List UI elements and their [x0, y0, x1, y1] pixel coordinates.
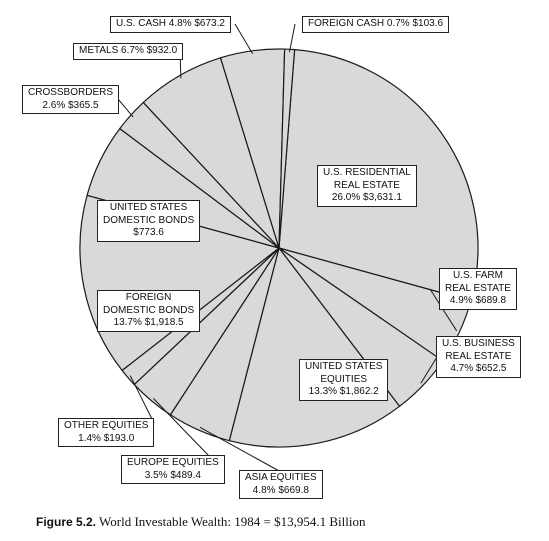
slice-label-other-equities: OTHER EQUITIES 1.4% $193.0 [58, 418, 155, 447]
leader-line-crossborders [117, 98, 134, 118]
slice-label-line: UNITED STATES [305, 361, 383, 372]
caption-text: World Investable Wealth: 1984 = $13,954.… [96, 514, 366, 529]
slice-label-line: U.S. FARM [452, 270, 503, 281]
slice-label-foreign-bonds: FOREIGN DOMESTIC BONDS 13.7% $1,918.5 [97, 290, 201, 332]
leader-line-us-business [420, 356, 438, 384]
slice-label-line: UNITED STATES [109, 202, 188, 213]
slice-label-line: 4.7% $652.5 [450, 363, 507, 374]
slice-label-us-farm: U.S. FARM REAL ESTATE 4.9% $689.8 [439, 268, 517, 310]
leader-line-foreign-cash [288, 23, 296, 53]
slice-label-line: ASIA EQUITIES [245, 472, 317, 483]
slice-label-europe-equities: EUROPE EQUITIES 3.5% $489.4 [121, 455, 225, 484]
slice-label-line: U.S. RESIDENTIAL [323, 167, 411, 178]
slice-label-line: 2.6% $365.5 [42, 99, 99, 111]
slice-label-us-equities: UNITED STATES EQUITIES 13.3% $1,862.2 [299, 359, 389, 401]
slice-label-line: $773.6 [133, 227, 164, 238]
slice-label-line: U.S. CASH 4.8% $673.2 [116, 18, 225, 29]
slice-label-foreign-cash: FOREIGN CASH 0.7% $103.6 [302, 16, 450, 33]
slice-label-us-res: U.S. RESIDENTIAL REAL ESTATE 26.0% $3,631.… [317, 165, 417, 207]
slice-label-line: 1.4% $193.0 [78, 432, 135, 444]
slice-label-us-business: U.S. BUSINESS REAL ESTATE 4.7% $652.5 [436, 336, 521, 378]
slice-label-asia-equities: ASIA EQUITIES 4.8% $669.8 [239, 470, 323, 499]
leader-line-us-cash [234, 23, 254, 55]
figure-caption: Figure 5.2. World Investable Wealth: 198… [36, 514, 365, 530]
slice-label-line: CROSSBORDERS [28, 87, 114, 98]
slice-label-line: 26.0% $3,631.1 [331, 192, 402, 203]
leader-line-europe-equities [152, 398, 211, 458]
slice-label-line: OTHER EQUITIES [64, 420, 149, 431]
slice-label-metals: METALS 6.7% $932.0 [73, 43, 184, 60]
slice-label-line: 13.3% $1,862.2 [308, 386, 379, 397]
slice-label-line: 13.7% $1,918.5 [113, 317, 184, 328]
slice-label-line: FOREIGN CASH 0.7% $103.6 [308, 18, 444, 29]
leader-line-us-farm [429, 288, 458, 332]
leader-line-asia-equities [199, 426, 282, 473]
slice-label-crossborders: CROSSBORDERS 2.6% $365.5 [22, 85, 120, 114]
slice-label-us-cash: U.S. CASH 4.8% $673.2 [110, 16, 231, 33]
slice-label-us-bonds: UNITED STATES DOMESTIC BONDS $773.6 [97, 200, 201, 242]
slice-label-line: FOREIGN [125, 292, 172, 303]
slice-label-line: 4.9% $689.8 [449, 295, 507, 306]
slice-label-line: 4.8% $669.8 [252, 484, 309, 496]
caption-label: Figure 5.2. [36, 515, 97, 529]
slice-label-line: METALS 6.7% $932.0 [79, 45, 178, 56]
slice-label-line: REAL ESTATE [445, 350, 512, 362]
slice-label-line: DOMESTIC BONDS [103, 304, 195, 316]
leader-line-other-equities [129, 375, 155, 424]
slice-label-line: DOMESTIC BONDS [103, 214, 195, 226]
slice-label-line: REAL ESTATE [445, 282, 511, 294]
slice-label-line: 3.5% $489.4 [144, 469, 201, 481]
slice-label-line: U.S. BUSINESS [442, 338, 515, 349]
slice-label-line: REAL ESTATE [333, 179, 400, 191]
slice-label-line: EUROPE EQUITIES [127, 457, 219, 468]
slice-label-line: EQUITIES [320, 373, 368, 385]
